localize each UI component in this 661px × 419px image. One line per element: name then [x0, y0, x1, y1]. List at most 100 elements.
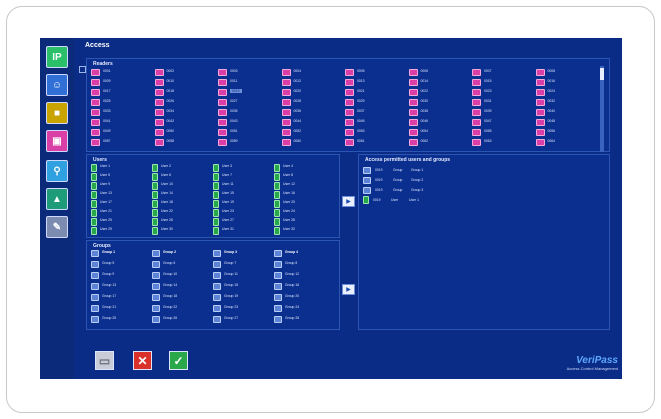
group-item[interactable]: Group 6 — [152, 261, 213, 272]
blank-button[interactable]: ▭ — [95, 351, 114, 370]
group-item[interactable]: Group 4 — [274, 250, 335, 261]
sidebar-ip-button[interactable]: IP — [46, 46, 68, 68]
reader-item[interactable]: 0028 — [281, 99, 346, 109]
reader-item[interactable]: 0027 — [218, 99, 282, 109]
group-item[interactable]: Group 20 — [274, 294, 335, 305]
reader-item[interactable]: 0037 — [345, 109, 409, 119]
reader-item[interactable]: 0053 — [345, 129, 409, 139]
reader-item[interactable]: 0036 — [281, 109, 346, 119]
user-item[interactable]: User 31 — [213, 227, 274, 236]
reader-item[interactable]: 0014 — [408, 79, 473, 89]
reader-item[interactable]: 0046 — [408, 119, 473, 129]
group-item[interactable]: Group 25 — [91, 316, 152, 327]
group-item[interactable]: Group 8 — [274, 261, 335, 272]
user-item[interactable]: User 19 — [213, 200, 274, 209]
group-item[interactable]: Group 28 — [274, 316, 335, 327]
group-item[interactable]: Group 10 — [152, 272, 213, 283]
reader-item[interactable]: 0050 — [154, 129, 219, 139]
user-item[interactable]: User 12 — [274, 182, 335, 191]
reader-item[interactable]: 0032 — [535, 99, 600, 109]
reader-item[interactable]: 0051 — [218, 129, 282, 139]
group-item[interactable]: Group 1 — [91, 250, 152, 261]
reader-item[interactable]: 0031 — [472, 99, 536, 109]
group-item[interactable]: Group 9 — [91, 272, 152, 283]
reader-item[interactable]: 0049 — [91, 129, 155, 139]
reader-item[interactable]: 0060 — [281, 139, 346, 149]
group-item[interactable]: Group 19 — [213, 294, 274, 305]
user-item[interactable]: User 15 — [213, 191, 274, 200]
user-item[interactable]: User 28 — [274, 218, 335, 227]
reader-item[interactable]: 0056 — [535, 129, 600, 139]
user-item[interactable]: User 10 — [152, 182, 213, 191]
group-item[interactable]: Group 2 — [152, 250, 213, 261]
group-item[interactable]: Group 16 — [274, 283, 335, 294]
reader-item[interactable]: 0034 — [154, 109, 219, 119]
user-item[interactable]: User 21 — [91, 209, 152, 218]
reader-item[interactable]: 0005 — [345, 69, 409, 79]
user-item[interactable]: User 9 — [91, 182, 152, 191]
select-all-checkbox[interactable] — [79, 66, 86, 73]
user-item[interactable]: User 22 — [152, 209, 213, 218]
sidebar-user-card-button[interactable]: ■ — [46, 102, 68, 124]
group-item[interactable]: Group 26 — [152, 316, 213, 327]
reader-item[interactable]: 0055 — [472, 129, 536, 139]
reader-item[interactable]: 0044 — [281, 119, 346, 129]
reader-item[interactable]: 0016 — [535, 79, 600, 89]
reader-item[interactable]: 0012 — [281, 79, 346, 89]
reader-item[interactable]: 0013 — [345, 79, 409, 89]
reader-item[interactable]: 0062 — [408, 139, 473, 149]
group-item[interactable]: Group 7 — [213, 261, 274, 272]
reader-item[interactable]: 0017 — [91, 89, 155, 99]
user-item[interactable]: User 11 — [213, 182, 274, 191]
user-item[interactable]: User 20 — [274, 200, 335, 209]
reader-item[interactable]: 0033 — [91, 109, 155, 119]
user-item[interactable]: User 3 — [213, 164, 274, 173]
group-item[interactable]: Group 11 — [213, 272, 274, 283]
reader-item[interactable]: 0039 — [472, 109, 536, 119]
reader-item[interactable]: 0040 — [535, 109, 600, 119]
group-item[interactable]: Group 12 — [274, 272, 335, 283]
reader-item[interactable]: 0030 — [408, 99, 473, 109]
reader-item[interactable]: 0023 — [472, 89, 536, 99]
reader-item[interactable]: 0061 — [345, 139, 409, 149]
permitted-row[interactable]: 0019 User User 1 — [363, 195, 603, 205]
permitted-row[interactable]: 0019 Group Group 1 — [363, 165, 603, 175]
reader-item[interactable]: 0052 — [281, 129, 346, 139]
reader-item[interactable]: 0011 — [218, 79, 282, 89]
user-item[interactable]: User 23 — [213, 209, 274, 218]
reader-item[interactable]: 0002 — [154, 69, 219, 79]
reader-item[interactable]: 0001 — [91, 69, 155, 79]
user-item[interactable]: User 8 — [274, 173, 335, 182]
group-item[interactable]: Group 5 — [91, 261, 152, 272]
reader-item[interactable]: 0004 — [281, 69, 346, 79]
reader-item[interactable]: 0029 — [345, 99, 409, 109]
user-item[interactable]: User 29 — [91, 227, 152, 236]
permitted-row[interactable]: 0019 Group Group 3 — [363, 185, 603, 195]
reader-item[interactable]: 0009 — [91, 79, 155, 89]
user-item[interactable]: User 32 — [274, 227, 335, 236]
add-users-arrow-button[interactable]: ▶ — [342, 196, 355, 207]
group-item[interactable]: Group 14 — [152, 283, 213, 294]
reader-item[interactable]: 0006 — [408, 69, 473, 79]
reader-item[interactable]: 0057 — [91, 139, 155, 149]
user-item[interactable]: User 16 — [274, 191, 335, 200]
reader-item[interactable]: 0026 — [154, 99, 219, 109]
reader-item[interactable]: 0024 — [535, 89, 600, 99]
reader-item[interactable]: 0064 — [535, 139, 600, 149]
reader-item[interactable]: 0042 — [154, 119, 219, 129]
reader-item[interactable]: 0007 — [472, 69, 536, 79]
user-item[interactable]: User 27 — [213, 218, 274, 227]
reader-item[interactable]: 0054 — [408, 129, 473, 139]
reader-item[interactable]: 0021 — [345, 89, 409, 99]
user-item[interactable]: User 4 — [274, 164, 335, 173]
user-item[interactable]: User 14 — [152, 191, 213, 200]
group-item[interactable]: Group 23 — [213, 305, 274, 316]
user-item[interactable]: User 5 — [91, 173, 152, 182]
group-item[interactable]: Group 13 — [91, 283, 152, 294]
group-item[interactable]: Group 17 — [91, 294, 152, 305]
reader-item[interactable]: 0038 — [408, 109, 473, 119]
user-item[interactable]: User 17 — [91, 200, 152, 209]
user-item[interactable]: User 7 — [213, 173, 274, 182]
reader-item[interactable]: 0015 — [472, 79, 536, 89]
user-item[interactable]: User 26 — [152, 218, 213, 227]
